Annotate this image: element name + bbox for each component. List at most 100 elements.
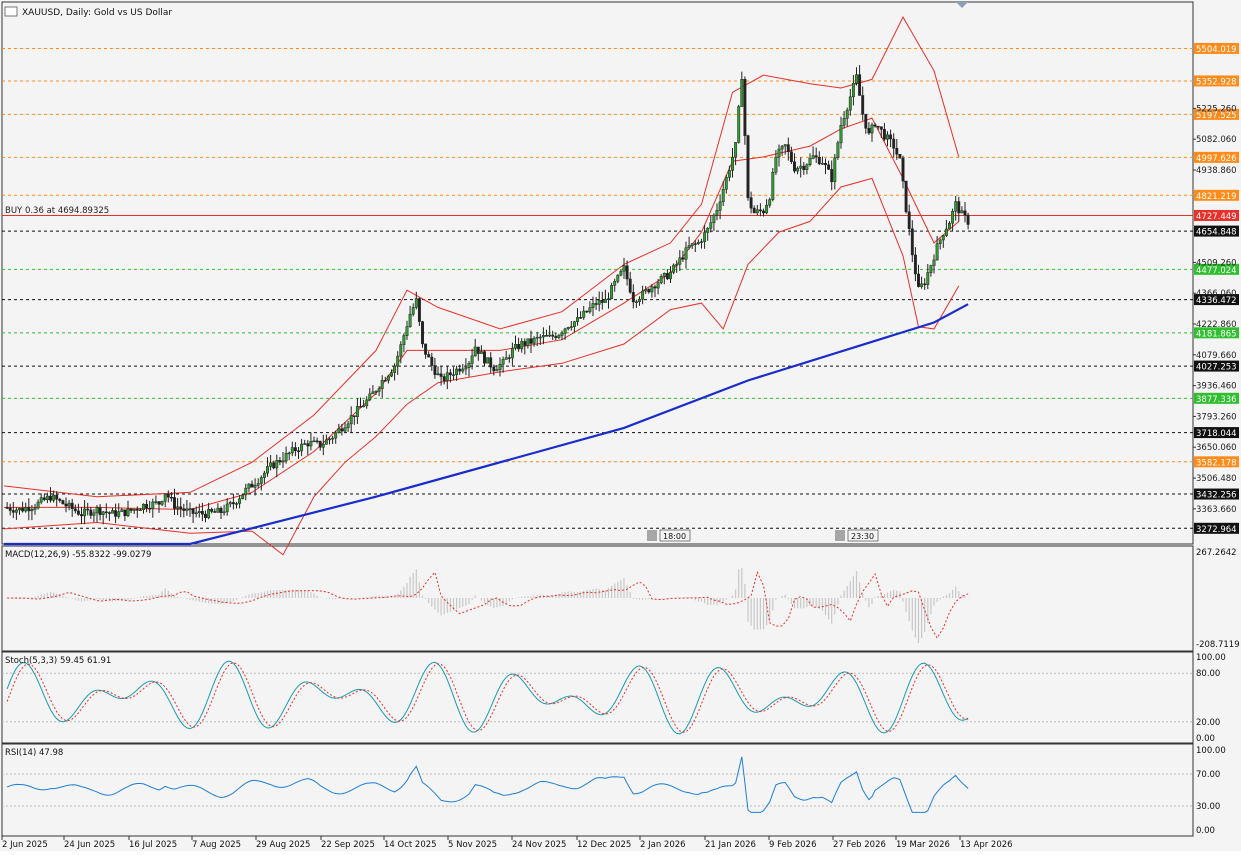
candle-body [448, 372, 452, 376]
candle-body [228, 502, 232, 505]
price-label: 5352.928 [1196, 77, 1237, 87]
price-label-bg [1194, 263, 1239, 275]
candle-body [126, 508, 130, 517]
panel-macd [1, 545, 1194, 652]
candle-body [120, 509, 124, 512]
candle-body [560, 332, 564, 336]
y-tick-label: 3363.660 [1196, 505, 1237, 515]
candle-body [746, 135, 750, 198]
candle-body [780, 145, 784, 150]
candle-body [647, 289, 651, 293]
candle-body [318, 440, 322, 448]
candle-body [926, 272, 930, 285]
candle-body [684, 247, 688, 260]
candle-body [148, 507, 152, 510]
price-label-bg [1194, 189, 1239, 201]
candle-body [365, 399, 369, 407]
candle-body [765, 204, 769, 214]
candle-body [145, 503, 149, 509]
candle-body [824, 162, 827, 166]
candle-body [76, 510, 80, 515]
candle-body [396, 355, 400, 367]
candle-body [718, 201, 722, 211]
candle-body [151, 501, 155, 509]
candle-body [582, 310, 586, 318]
candle-body [132, 509, 136, 511]
candle-body [520, 341, 524, 350]
candle-body [566, 327, 570, 330]
candle-body [777, 148, 781, 158]
candle-body [820, 162, 824, 165]
price-label-bg [1194, 151, 1239, 163]
x-tick-label: 19 Mar 2026 [896, 840, 950, 850]
candle-body [529, 338, 533, 344]
candle-body [895, 147, 899, 155]
candle-body [579, 317, 583, 319]
candle-body [405, 326, 409, 336]
candle-body [848, 96, 852, 111]
candle-body [89, 509, 93, 516]
candle-body [563, 328, 567, 334]
candle-body [439, 373, 443, 377]
time-marker-label: 23:30 [851, 532, 874, 541]
candle-body [256, 483, 260, 486]
candle-body [517, 344, 521, 350]
candle-body [622, 265, 626, 272]
candle-body [576, 317, 579, 322]
candle-body [706, 228, 710, 233]
candle-body [882, 129, 886, 140]
candle-body [73, 508, 77, 512]
candle-body [687, 245, 691, 249]
candle-body [386, 375, 390, 381]
candle-body [774, 156, 778, 173]
x-tick-label: 21 Jan 2026 [705, 840, 756, 850]
candle-body [737, 106, 741, 143]
chart-title: XAUUSD, Daily: Gold vs US Dollar [22, 8, 172, 18]
candle-body [665, 272, 669, 280]
candle-body [948, 222, 951, 230]
x-tick-label: 14 Oct 2025 [384, 840, 437, 850]
x-tick-label: 29 Aug 2025 [256, 840, 310, 850]
candle-body [352, 415, 356, 417]
candle-body [340, 428, 344, 432]
y-tick-label: 4509.260 [1196, 258, 1237, 268]
price-label: 4336.472 [1196, 296, 1237, 306]
candle-body [11, 510, 15, 513]
candle-body [445, 372, 449, 381]
candle-body [455, 368, 459, 376]
candle-body [458, 368, 462, 372]
y-tick-label: 3793.260 [1196, 412, 1237, 422]
candle-body [681, 257, 685, 260]
candle-body [200, 511, 204, 515]
candle-body [572, 321, 576, 327]
panel-rsi [1, 743, 1194, 837]
candle-body [523, 341, 527, 346]
candle-body [731, 156, 734, 171]
rsi-y-tick-label: 0.00 [1196, 826, 1215, 836]
candle-body [907, 211, 911, 229]
candle-body [796, 167, 800, 172]
candle-body [504, 357, 508, 360]
shift-marker-icon[interactable] [956, 2, 968, 8]
price-label-bg [1194, 360, 1239, 372]
candle-body [833, 157, 837, 183]
candle-body [616, 274, 620, 282]
y-tick-label: 3650.060 [1196, 443, 1237, 453]
stoch-signal-line [6, 662, 969, 733]
candle-body [610, 285, 614, 299]
price-label-bg [1194, 522, 1239, 534]
candle-body [247, 483, 251, 489]
candle-body [204, 513, 207, 518]
price-label: 4997.626 [1196, 154, 1237, 164]
candle-body [442, 376, 446, 381]
candle-body [913, 254, 917, 275]
candle-body [290, 447, 294, 454]
candle-body [910, 228, 914, 256]
candle-body [377, 388, 381, 392]
candle-body [207, 508, 211, 518]
candle-body [424, 343, 428, 355]
candle-body [498, 363, 502, 370]
candle-body [138, 509, 142, 511]
